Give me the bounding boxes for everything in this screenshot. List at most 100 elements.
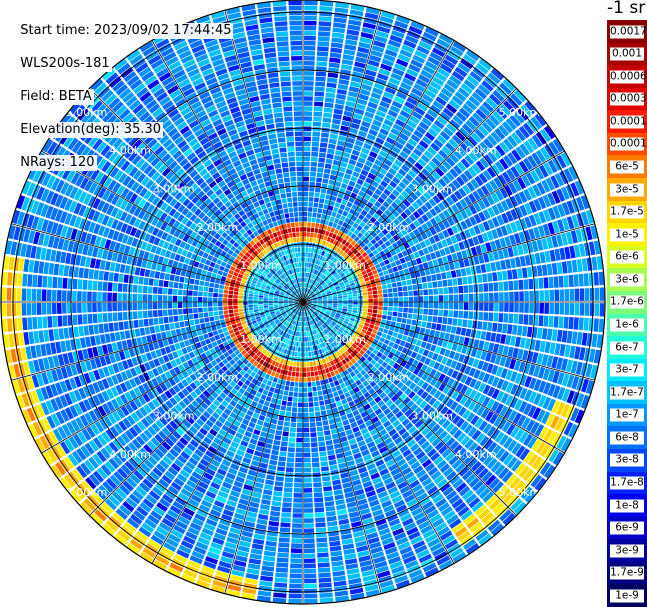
range-gate-cell <box>437 280 443 288</box>
range-gate-cell <box>360 169 369 177</box>
range-gate-cell <box>294 483 303 488</box>
range-gate-cell <box>380 63 392 72</box>
range-gate-cell <box>436 323 442 331</box>
range-gate-cell <box>322 275 327 280</box>
range-gate-cell <box>390 72 403 81</box>
range-gate-cell <box>277 547 290 553</box>
range-gate-cell <box>438 212 446 221</box>
range-gate-cell <box>583 317 589 331</box>
range-gate-cell <box>419 327 426 334</box>
range-gate-cell <box>408 92 421 101</box>
range-gate-cell <box>551 262 558 275</box>
range-gate-cell <box>269 459 278 466</box>
range-gate-cell <box>317 278 322 283</box>
range-gate-cell <box>370 124 380 132</box>
range-gate-cell <box>311 222 316 228</box>
range-gate-cell <box>304 5 318 11</box>
range-gate-cell <box>358 264 364 270</box>
range-gate-cell <box>443 302 449 309</box>
range-gate-cell <box>428 198 437 207</box>
range-gate-cell <box>304 30 317 36</box>
range-gate-cell <box>408 231 416 239</box>
range-gate-cell <box>541 264 548 276</box>
range-gate-cell <box>456 161 467 172</box>
range-gate-cell <box>358 130 367 138</box>
range-gate-cell <box>311 351 315 357</box>
range-gate-cell <box>334 274 340 279</box>
range-gate-cell <box>321 290 326 294</box>
range-gate-cell <box>282 431 289 437</box>
range-gate-cell <box>448 182 457 192</box>
range-gate-cell <box>277 461 286 467</box>
range-gate-cell <box>388 306 393 311</box>
range-gate-cell <box>289 583 302 589</box>
range-gate-cell <box>468 302 474 311</box>
range-gate-cell <box>451 204 459 214</box>
range-gate-cell <box>392 210 400 218</box>
range-gate-cell <box>335 98 345 105</box>
range-gate-cell <box>433 288 439 295</box>
range-gate-cell <box>463 302 469 310</box>
range-gate-cell <box>372 286 377 291</box>
range-gate-cell <box>498 313 504 323</box>
range-gate-cell <box>295 346 299 352</box>
range-gate-cell <box>355 56 367 64</box>
range-gate-cell <box>365 177 373 184</box>
range-gate-cell <box>331 123 340 130</box>
range-gate-cell <box>339 204 346 210</box>
range-gate-cell <box>313 269 317 275</box>
range-gate-cell <box>442 317 448 325</box>
range-gate-cell <box>384 240 391 247</box>
range-gate-cell <box>329 238 335 244</box>
range-gate-cell <box>326 189 333 195</box>
range-gate-cell <box>497 174 507 186</box>
range-gate-cell <box>410 272 416 279</box>
range-gate-cell <box>303 166 310 172</box>
range-gate-cell <box>280 446 288 452</box>
range-gate-cell <box>263 489 273 496</box>
range-gate-cell <box>367 59 380 68</box>
range-gate-cell <box>303 402 309 408</box>
range-gate-cell <box>316 56 328 62</box>
range-gate-cell <box>430 123 442 134</box>
range-gate-cell <box>436 115 448 126</box>
range-gate-cell <box>322 476 331 482</box>
range-gate-cell <box>474 128 486 140</box>
range-gate-cell <box>418 40 432 51</box>
range-gate-cell <box>478 311 484 321</box>
range-gate-cell <box>423 289 428 296</box>
range-gate-cell <box>262 452 270 459</box>
range-gate-cell <box>343 302 348 305</box>
range-gate-cell <box>556 329 563 342</box>
range-gate-cell <box>303 66 315 71</box>
range-gate-cell <box>569 288 575 301</box>
range-gate-cell <box>453 335 460 343</box>
range-gate-cell <box>318 582 332 588</box>
range-gate-cell <box>366 258 373 264</box>
range-gate-cell <box>452 179 461 189</box>
range-gate-cell <box>282 502 292 508</box>
range-gate-cell <box>291 412 297 417</box>
range-gate-cell <box>434 330 441 338</box>
range-gate-cell <box>323 491 333 497</box>
range-gate-cell <box>276 557 289 563</box>
range-gate-cell <box>297 352 301 357</box>
range-gate-cell <box>345 168 353 175</box>
range-gate-cell <box>300 352 303 357</box>
range-gate-cell <box>486 194 495 206</box>
range-gate-cell <box>447 217 455 226</box>
range-gate-cell <box>386 44 400 53</box>
range-gate-cell <box>387 268 394 274</box>
range-gate-cell <box>358 214 365 221</box>
range-gate-cell <box>343 270 349 275</box>
range-gate-cell <box>374 35 388 44</box>
range-gate-cell <box>320 281 325 286</box>
range-gate-cell <box>304 277 306 282</box>
range-gate-cell <box>327 77 338 84</box>
range-gate-cell <box>438 149 448 160</box>
range-gate-cell <box>453 164 463 175</box>
range-gate-cell <box>303 136 311 142</box>
range-gate-cell <box>368 262 375 268</box>
range-gate-cell <box>374 114 384 123</box>
range-gate-cell <box>422 282 428 289</box>
